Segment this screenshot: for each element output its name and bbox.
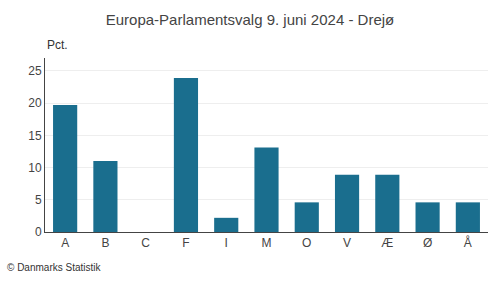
- svg-text:Ø: Ø: [423, 236, 432, 250]
- svg-text:25: 25: [28, 64, 42, 78]
- svg-text:© Danmarks Statistik: © Danmarks Statistik: [7, 262, 102, 273]
- svg-text:Å: Å: [464, 235, 472, 250]
- svg-text:Pct.: Pct.: [47, 38, 68, 52]
- svg-text:Æ: Æ: [381, 236, 393, 250]
- svg-text:C: C: [141, 236, 150, 250]
- svg-text:M: M: [262, 236, 272, 250]
- svg-text:20: 20: [28, 96, 42, 110]
- svg-text:10: 10: [28, 161, 42, 175]
- svg-text:F: F: [182, 236, 189, 250]
- svg-text:I: I: [225, 236, 228, 250]
- svg-text:5: 5: [35, 193, 42, 207]
- svg-text:V: V: [343, 236, 351, 250]
- svg-text:15: 15: [28, 129, 42, 143]
- svg-text:0: 0: [35, 225, 42, 239]
- svg-text:A: A: [61, 236, 69, 250]
- svg-text:O: O: [302, 236, 311, 250]
- svg-text:B: B: [101, 236, 109, 250]
- svg-text:Europa-Parlamentsvalg 9. juni: Europa-Parlamentsvalg 9. juni 2024 - Dre…: [106, 11, 394, 28]
